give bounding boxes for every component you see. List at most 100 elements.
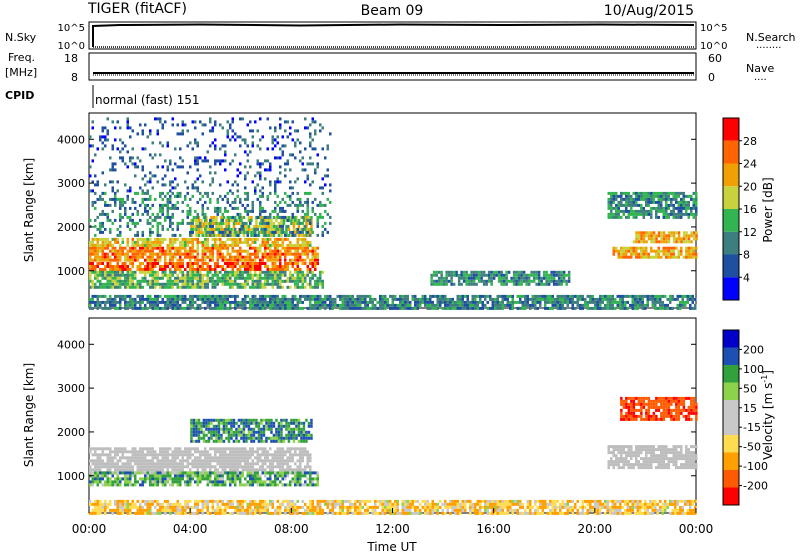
scatter-cell — [209, 120, 212, 124]
scatter-cell — [615, 209, 618, 213]
scatter-cell — [166, 191, 169, 195]
scatter-cell — [241, 276, 244, 280]
scatter-cell — [221, 212, 224, 216]
scatter-cell — [266, 303, 269, 307]
scatter-cell — [695, 191, 698, 195]
scatter-cell — [617, 209, 620, 213]
scatter-cell — [171, 471, 174, 475]
scatter-cell — [126, 194, 129, 198]
scatter-cell — [586, 306, 589, 310]
scatter-cell — [149, 221, 152, 225]
scatter-cell — [181, 471, 184, 475]
scatter-cell — [214, 120, 217, 124]
scatter-cell — [116, 306, 119, 310]
scatter-cell — [261, 465, 264, 469]
scatter-cell — [682, 255, 685, 259]
scatter-cell — [204, 282, 207, 286]
scatter-cell — [169, 237, 172, 241]
scatter-cell — [249, 252, 252, 256]
scatter-cell — [124, 306, 127, 310]
scatter-cell — [617, 203, 620, 207]
scatter-cell — [505, 279, 508, 283]
scatter-cell — [224, 456, 227, 460]
scatter-cell — [196, 279, 199, 283]
scatter-cell — [156, 258, 159, 262]
scatter-cell — [204, 243, 207, 247]
scatter-cell — [196, 255, 199, 259]
scatter-cell — [301, 203, 304, 207]
scatter-cell — [576, 303, 579, 307]
scatter-cell — [270, 222, 273, 225]
scatter-cell — [301, 162, 304, 166]
scatter-cell — [274, 237, 277, 241]
scatter-cell — [166, 209, 169, 213]
scatter-cell — [627, 255, 630, 259]
scatter-cell — [151, 447, 154, 451]
scatter-cell — [251, 294, 254, 298]
scatter-cell — [231, 255, 234, 259]
scatter-cell — [139, 465, 142, 469]
scatter-cell — [119, 483, 122, 487]
scatter-cell — [246, 262, 249, 265]
scatter-cell — [290, 222, 293, 225]
scatter-cell — [101, 147, 104, 151]
scatter-cell — [189, 294, 192, 298]
scatter-cell — [99, 459, 102, 463]
scatter-cell — [104, 447, 107, 451]
scatter-cell — [289, 132, 292, 136]
scatter-cell — [104, 480, 107, 484]
scatter-cell — [207, 234, 211, 237]
scatter-cell — [126, 474, 129, 478]
scatter-cell — [677, 209, 680, 213]
scatter-cell — [119, 282, 122, 286]
scatter-cell — [226, 462, 229, 466]
scatter-cell — [216, 159, 219, 163]
scatter-cell — [116, 258, 119, 262]
scatter-cell — [685, 212, 688, 216]
scatter-cell — [642, 194, 645, 198]
scatter-cell — [266, 279, 269, 283]
scatter-cell — [436, 303, 439, 307]
scatter-cell — [302, 234, 306, 237]
colorbar-swatch — [723, 140, 739, 164]
scatter-cell — [154, 265, 157, 268]
scatter-cell — [655, 237, 658, 241]
scatter-cell — [101, 447, 104, 451]
scatter-cell — [106, 477, 109, 481]
scatter-cell — [616, 294, 619, 298]
scatter-cell — [607, 200, 610, 204]
scatter-cell — [314, 279, 317, 283]
scatter-cell — [647, 252, 650, 256]
scatter-cell — [134, 276, 137, 280]
scatter-cell — [194, 300, 197, 304]
scatter-cell — [235, 234, 238, 237]
scatter-cell — [246, 273, 249, 277]
scatter-cell — [119, 206, 122, 210]
scatter-cell — [106, 243, 109, 247]
scatter-cell — [272, 228, 276, 231]
scatter-cell — [676, 297, 679, 301]
scatter-cell — [445, 282, 448, 286]
scatter-cell — [224, 194, 227, 198]
scatter-cell — [344, 306, 347, 310]
scatter-cell — [250, 234, 253, 237]
scatter-cell — [99, 477, 102, 481]
scatter-cell — [252, 225, 256, 228]
scatter-cell — [311, 162, 314, 166]
scatter-cell — [314, 252, 317, 256]
scatter-cell — [244, 150, 247, 154]
scatter-cell — [371, 297, 374, 301]
scatter-cell — [229, 233, 232, 237]
scatter-cell — [424, 294, 427, 298]
scatter-cell — [239, 462, 242, 466]
scatter-cell — [516, 300, 519, 304]
scatter-cell — [197, 222, 201, 225]
scatter-cell — [114, 270, 117, 274]
scatter-cell — [246, 230, 249, 234]
scatter-cell — [111, 221, 114, 225]
scatter-cell — [254, 230, 257, 234]
scatter-cell — [251, 468, 254, 472]
scatter-cell — [311, 262, 314, 265]
scatter-cell — [264, 227, 267, 231]
scatter-cell — [631, 297, 634, 301]
